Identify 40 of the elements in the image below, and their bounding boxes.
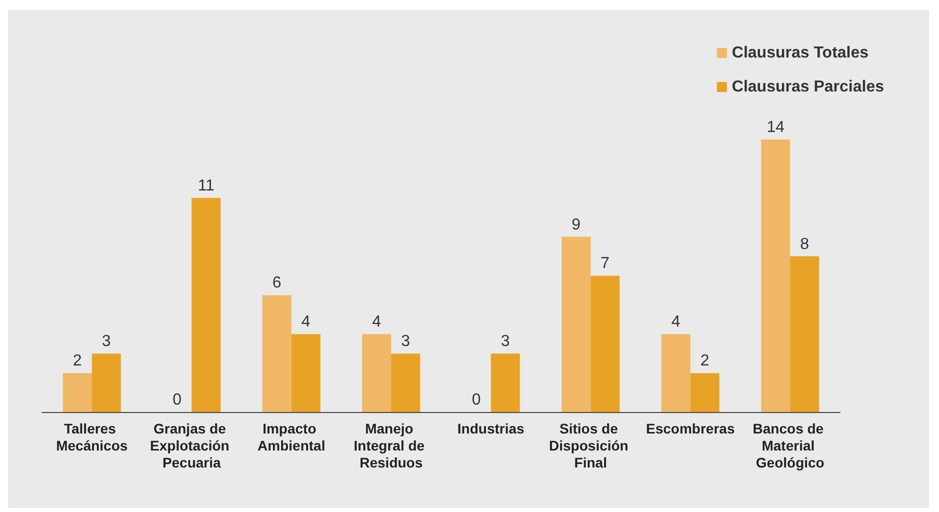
bar [92,354,121,412]
data-label: 2 [72,352,82,370]
x-tick-label: Sitios de Disposición Final [549,420,632,470]
data-label: 8 [800,236,810,253]
x-tick-label: Escombreras [646,420,735,436]
bar [690,373,720,412]
bar [262,295,292,412]
data-label: 4 [671,314,680,331]
bar [661,334,690,412]
x-tick-label: Impacto Ambiental [258,420,326,454]
x-tick-label: Talleres Mecánicos [56,420,128,454]
bar [362,334,392,412]
legend-label: Clausuras Totales [732,44,869,62]
bar [62,373,92,412]
x-tick-label: Bancos de Material Geológico [752,420,828,470]
bar [490,354,520,412]
x-tick-label: Manejo Integral de Residuos [354,420,428,470]
data-label: 4 [372,314,382,331]
bar [590,276,620,412]
x-tick-label: Industrias [457,420,525,436]
bar [192,198,221,412]
data-label: 0 [472,392,481,408]
data-label: 6 [272,274,282,292]
data-label: 3 [500,333,510,350]
bar [391,354,420,412]
bar [790,256,820,412]
data-label: 7 [600,255,610,272]
data-label: 11 [198,177,215,194]
data-label: 2 [700,352,710,370]
bar [562,236,591,412]
data-label: 14 [766,118,785,136]
data-label: 9 [572,216,581,234]
data-label: 0 [172,392,182,408]
data-label: 3 [401,333,410,350]
bar [291,334,320,412]
x-tick-label: Granjas de Explotación Pecuaria [150,420,234,470]
legend-label: Clausuras Parciales [732,78,884,96]
bar [761,139,790,412]
data-label: 4 [301,314,310,331]
data-label: 3 [102,333,111,350]
